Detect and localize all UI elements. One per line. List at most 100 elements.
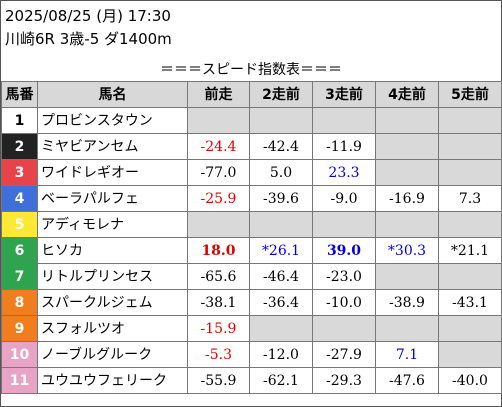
column-header-horse-name: 馬名	[37, 81, 188, 108]
horse-name: プロビンスタウン	[37, 107, 188, 134]
speed-index-cell	[438, 211, 502, 238]
table-row: 6 ヒソカ 18.0 *26.1 39.0 *30.3 *21.1	[1, 237, 502, 264]
speed-index-cell	[375, 263, 439, 290]
speed-index-cell	[312, 211, 376, 238]
table-row: 2 ミヤビアンセム -24.4 -42.4 -11.9	[1, 133, 502, 160]
horse-name: ユウユウフェリーク	[37, 367, 188, 394]
speed-index-cell: -25.9	[187, 185, 250, 212]
speed-index-cell: *21.1	[438, 237, 502, 264]
speed-index-cell: -23.0	[312, 263, 376, 290]
speed-index-cell	[438, 133, 502, 160]
horse-number-badge: 7	[1, 263, 38, 290]
speed-index-cell: -46.4	[249, 263, 313, 290]
speed-index-cell: 7.1	[375, 341, 439, 368]
speed-index-cell	[312, 315, 376, 342]
speed-index-cell: -55.9	[187, 367, 250, 394]
horse-name: ノーブルグルーク	[37, 341, 188, 368]
speed-index-cell	[375, 133, 439, 160]
speed-index-cell	[438, 263, 502, 290]
table-row: 10 ノーブルグルーク -5.3 -12.0 -27.9 7.1	[1, 341, 502, 368]
column-header-last-race: 前走	[187, 81, 250, 108]
speed-index-cell	[438, 341, 502, 368]
horse-number-badge: 1	[1, 107, 38, 134]
speed-index-cell: -42.4	[249, 133, 313, 160]
speed-index-cell	[249, 211, 313, 238]
table-row: 4 ベーラパルフェ -25.9 -39.6 -9.0 -16.9 7.3	[1, 185, 502, 212]
speed-index-cell	[438, 159, 502, 186]
speed-index-cell: 5.0	[249, 159, 313, 186]
speed-index-cell: -9.0	[312, 185, 376, 212]
horse-number-badge: 2	[1, 133, 38, 160]
horse-name: ヒソカ	[37, 237, 188, 264]
table-row: 1 プロビンスタウン	[1, 107, 502, 134]
table-body: 1 プロビンスタウン 2 ミヤビアンセム -24.4 -42.4 -11.9 3 ワイドレギオー…	[1, 107, 502, 394]
column-header-5-races-ago: 5走前	[438, 81, 502, 108]
horse-number-badge: 9	[1, 315, 38, 342]
speed-index-cell: -77.0	[187, 159, 250, 186]
speed-index-cell	[438, 107, 502, 134]
speed-index-cell: -43.1	[438, 289, 502, 316]
table-row: 9 スフォルツオ -15.9	[1, 315, 502, 342]
table-row: 3 ワイドレギオー -77.0 5.0 23.3	[1, 159, 502, 186]
table-row: 7 リトルプリンセス -65.6 -46.4 -23.0	[1, 263, 502, 290]
speed-index-cell: -47.6	[375, 367, 439, 394]
column-header-number: 馬番	[1, 81, 38, 108]
speed-index-cell: -39.6	[249, 185, 313, 212]
speed-index-cell: 18.0	[187, 237, 250, 264]
speed-index-cell	[375, 107, 439, 134]
speed-index-cell: 23.3	[312, 159, 376, 186]
speed-index-cell: -38.9	[375, 289, 439, 316]
horse-number-badge: 8	[1, 289, 38, 316]
speed-index-cell	[375, 211, 439, 238]
table-row: 5 アディモレナ	[1, 211, 502, 238]
speed-index-cell: -62.1	[249, 367, 313, 394]
speed-index-cell: -27.9	[312, 341, 376, 368]
horse-name: ベーラパルフェ	[37, 185, 188, 212]
speed-index-cell	[187, 107, 250, 134]
speed-index-cell: *26.1	[249, 237, 313, 264]
speed-index-cell: *30.3	[375, 237, 439, 264]
horse-name: ミヤビアンセム	[37, 133, 188, 160]
speed-index-cell: 7.3	[438, 185, 502, 212]
horse-name: リトルプリンセス	[37, 263, 188, 290]
speed-index-cell	[187, 211, 250, 238]
horse-name: スフォルツオ	[37, 315, 188, 342]
speed-index-cell: -10.0	[312, 289, 376, 316]
horse-number-badge: 4	[1, 185, 38, 212]
speed-index-cell	[375, 315, 439, 342]
speed-index-cell	[249, 315, 313, 342]
column-header-4-races-ago: 4走前	[375, 81, 439, 108]
speed-index-cell: -38.1	[187, 289, 250, 316]
speed-index-cell: -15.9	[187, 315, 250, 342]
table-title: ＝＝＝スピード指数表＝＝＝	[160, 62, 342, 78]
race-info: 川崎6R 3歳-5 ダ1400m	[5, 30, 172, 48]
speed-index-cell: -40.0	[438, 367, 502, 394]
speed-index-cell	[249, 107, 313, 134]
column-header-2-races-ago: 2走前	[249, 81, 313, 108]
horse-number-badge: 11	[1, 367, 38, 394]
table-header-row: 馬番 馬名 前走 2走前 3走前 4走前 5走前	[1, 81, 502, 108]
column-header-3-races-ago: 3走前	[312, 81, 376, 108]
horse-number-badge: 10	[1, 341, 38, 368]
speed-index-cell: -36.4	[249, 289, 313, 316]
speed-index-cell: -12.0	[249, 341, 313, 368]
horse-name: スパークルジェム	[37, 289, 188, 316]
speed-index-table: 馬番 馬名 前走 2走前 3走前 4走前 5走前 1 プロビンスタウン 2 ミヤビアン…	[1, 81, 502, 394]
horse-number-badge: 3	[1, 159, 38, 186]
speed-index-cell	[312, 107, 376, 134]
race-datetime: 2025/08/25 (月) 17:30	[5, 7, 171, 25]
horse-name: ワイドレギオー	[37, 159, 188, 186]
speed-index-cell	[375, 159, 439, 186]
speed-index-cell: -11.9	[312, 133, 376, 160]
speed-index-cell: -29.3	[312, 367, 376, 394]
speed-index-cell: -24.4	[187, 133, 250, 160]
horse-number-badge: 5	[1, 211, 38, 238]
speed-index-cell: 39.0	[312, 237, 376, 264]
horse-number-badge: 6	[1, 237, 38, 264]
speed-index-cell	[438, 315, 502, 342]
speed-index-cell: -5.3	[187, 341, 250, 368]
table-row: 8 スパークルジェム -38.1 -36.4 -10.0 -38.9 -43.1	[1, 289, 502, 316]
horse-name: アディモレナ	[37, 211, 188, 238]
speed-index-cell: -16.9	[375, 185, 439, 212]
